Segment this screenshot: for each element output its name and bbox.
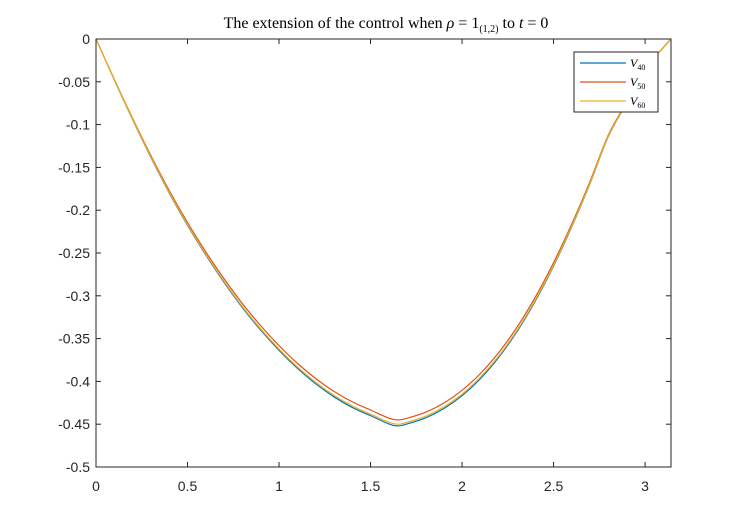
series-line-V50 [95, 38, 672, 421]
y-tick-label: 0 [82, 31, 90, 47]
legend-label-V50: V50 [630, 75, 645, 91]
y-tick-label: -0.2 [66, 202, 90, 218]
x-tick-label: 1.5 [361, 478, 381, 494]
x-tick-label: 2.5 [544, 478, 564, 494]
y-tick-label: -0.25 [58, 245, 90, 261]
x-tick-label: 1 [275, 478, 283, 494]
y-tick-label: -0.1 [66, 117, 90, 133]
y-tick-label: -0.4 [66, 373, 90, 389]
y-tick-label: -0.05 [58, 74, 90, 90]
y-tick-label: -0.3 [66, 288, 90, 304]
x-tick-label: 2 [458, 478, 466, 494]
x-tick-label: 3 [641, 478, 649, 494]
y-tick-label: -0.15 [58, 159, 90, 175]
series-line-V60 [95, 38, 672, 425]
tick-layer: 0 0.5 1 1.5 2 2.5 3 0 -0.05 -0.1 -0.15 -0.2 -0.25 -0.… [58, 31, 671, 494]
legend: V40 V50 V60 [573, 51, 659, 113]
y-tick-label: -0.35 [58, 331, 90, 347]
series-layer [95, 38, 672, 427]
y-tick-label: -0.45 [58, 416, 90, 432]
axes-box [95, 38, 672, 468]
legend-label-V40: V40 [630, 56, 645, 72]
legend-label-V60: V60 [630, 94, 645, 110]
x-tick-label: 0.5 [178, 478, 198, 494]
x-tick-label: 0 [92, 478, 100, 494]
chart-title: The extension of the control when ρ = 1(… [224, 15, 549, 35]
y-tick-label: -0.5 [66, 459, 90, 475]
